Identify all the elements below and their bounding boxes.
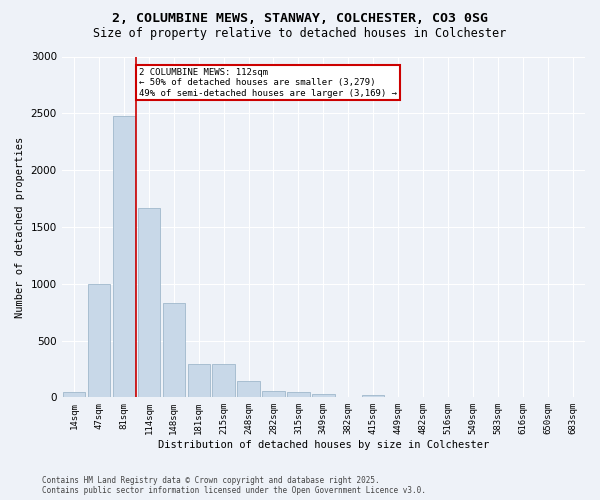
Bar: [362, 395, 385, 398]
Bar: [212, 364, 235, 398]
Text: 2, COLUMBINE MEWS, STANWAY, COLCHESTER, CO3 0SG: 2, COLUMBINE MEWS, STANWAY, COLCHESTER, …: [112, 12, 488, 26]
X-axis label: Distribution of detached houses by size in Colchester: Distribution of detached houses by size …: [158, 440, 489, 450]
Bar: [238, 381, 260, 398]
Bar: [63, 392, 85, 398]
Bar: [163, 303, 185, 398]
Bar: [312, 394, 335, 398]
Bar: [113, 116, 135, 398]
Bar: [188, 364, 210, 398]
Bar: [262, 391, 285, 398]
Bar: [287, 392, 310, 398]
Text: Contains HM Land Registry data © Crown copyright and database right 2025.
Contai: Contains HM Land Registry data © Crown c…: [42, 476, 426, 495]
Bar: [137, 208, 160, 398]
Y-axis label: Number of detached properties: Number of detached properties: [15, 136, 25, 318]
Text: 2 COLUMBINE MEWS: 112sqm
← 50% of detached houses are smaller (3,279)
49% of sem: 2 COLUMBINE MEWS: 112sqm ← 50% of detach…: [139, 68, 397, 98]
Text: Size of property relative to detached houses in Colchester: Size of property relative to detached ho…: [94, 28, 506, 40]
Bar: [88, 284, 110, 398]
